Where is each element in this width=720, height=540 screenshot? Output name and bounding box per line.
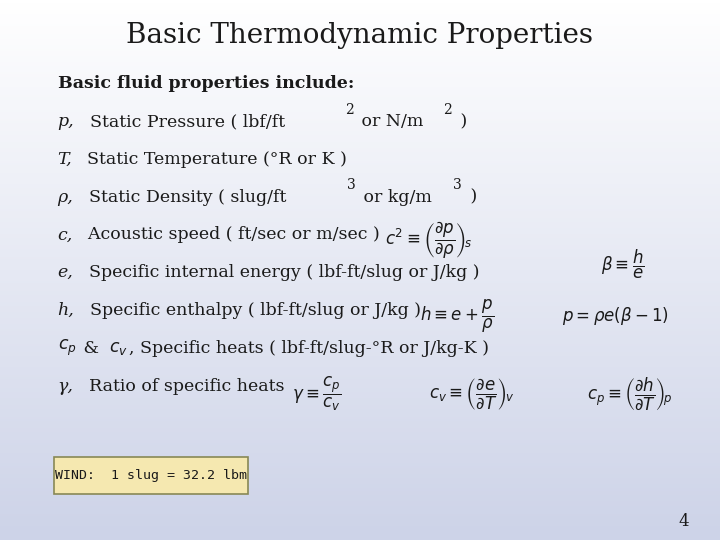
- Text: 2: 2: [444, 103, 452, 117]
- Text: WIND:  1 slug = 32.2 lbm: WIND: 1 slug = 32.2 lbm: [55, 469, 247, 482]
- Text: $\beta \equiv \dfrac{h}{e}$: $\beta \equiv \dfrac{h}{e}$: [601, 248, 644, 281]
- Text: $\gamma \equiv \dfrac{c_p}{c_v}$: $\gamma \equiv \dfrac{c_p}{c_v}$: [292, 375, 341, 413]
- Text: Acoustic speed ( ft/sec or m/sec ): Acoustic speed ( ft/sec or m/sec ): [77, 226, 380, 244]
- Text: $c_p \equiv \left(\dfrac{\partial h}{\partial T}\right)_{\!p}$: $c_p \equiv \left(\dfrac{\partial h}{\pa…: [588, 376, 672, 413]
- Text: &: &: [78, 340, 104, 357]
- Text: $c_v$: $c_v$: [109, 340, 127, 357]
- Text: ): ): [464, 188, 477, 206]
- Text: h,: h,: [58, 302, 74, 319]
- Text: ρ,: ρ,: [58, 188, 73, 206]
- Text: 3: 3: [347, 178, 356, 192]
- Text: , Specific heats ( lbf-ft/slug-°R or J/kg-K ): , Specific heats ( lbf-ft/slug-°R or J/k…: [130, 340, 490, 357]
- Text: γ,: γ,: [58, 377, 73, 395]
- Text: $p = \rho e(\beta - 1)$: $p = \rho e(\beta - 1)$: [562, 305, 669, 327]
- Text: 2: 2: [345, 103, 354, 117]
- Text: or N/m: or N/m: [356, 113, 423, 130]
- Text: ): ): [454, 113, 467, 130]
- Text: p,: p,: [58, 113, 74, 130]
- Text: e,: e,: [58, 264, 73, 281]
- Text: Specific enthalpy ( lbf-ft/slug or J/kg ): Specific enthalpy ( lbf-ft/slug or J/kg …: [79, 302, 421, 319]
- Text: 4: 4: [679, 512, 689, 530]
- Text: Static Density ( slug/ft: Static Density ( slug/ft: [78, 188, 287, 206]
- Text: Basic fluid properties include:: Basic fluid properties include:: [58, 75, 354, 92]
- Text: Specific internal energy ( lbf-ft/slug or J/kg ): Specific internal energy ( lbf-ft/slug o…: [78, 264, 480, 281]
- Text: $c_p$: $c_p$: [58, 338, 76, 359]
- Text: or kg/m: or kg/m: [358, 188, 432, 206]
- Text: T,: T,: [58, 151, 72, 168]
- Text: Static Pressure ( lbf/ft: Static Pressure ( lbf/ft: [79, 113, 285, 130]
- Text: Ratio of specific heats: Ratio of specific heats: [78, 377, 284, 395]
- Text: Basic Thermodynamic Properties: Basic Thermodynamic Properties: [127, 22, 593, 49]
- Text: $h \equiv e + \dfrac{p}{\rho}$: $h \equiv e + \dfrac{p}{\rho}$: [420, 298, 494, 334]
- Text: $c_v \equiv \left(\dfrac{\partial e}{\partial T}\right)_{\!v}$: $c_v \equiv \left(\dfrac{\partial e}{\pa…: [429, 376, 514, 412]
- Text: 3: 3: [454, 178, 462, 192]
- Text: c,: c,: [58, 226, 73, 244]
- Text: $c^2 \equiv \left(\dfrac{\partial p}{\partial \rho}\right)_{\!s}$: $c^2 \equiv \left(\dfrac{\partial p}{\pa…: [384, 220, 472, 261]
- FancyBboxPatch shape: [54, 457, 248, 494]
- Text: Static Temperature (°R or K ): Static Temperature (°R or K ): [76, 151, 347, 168]
